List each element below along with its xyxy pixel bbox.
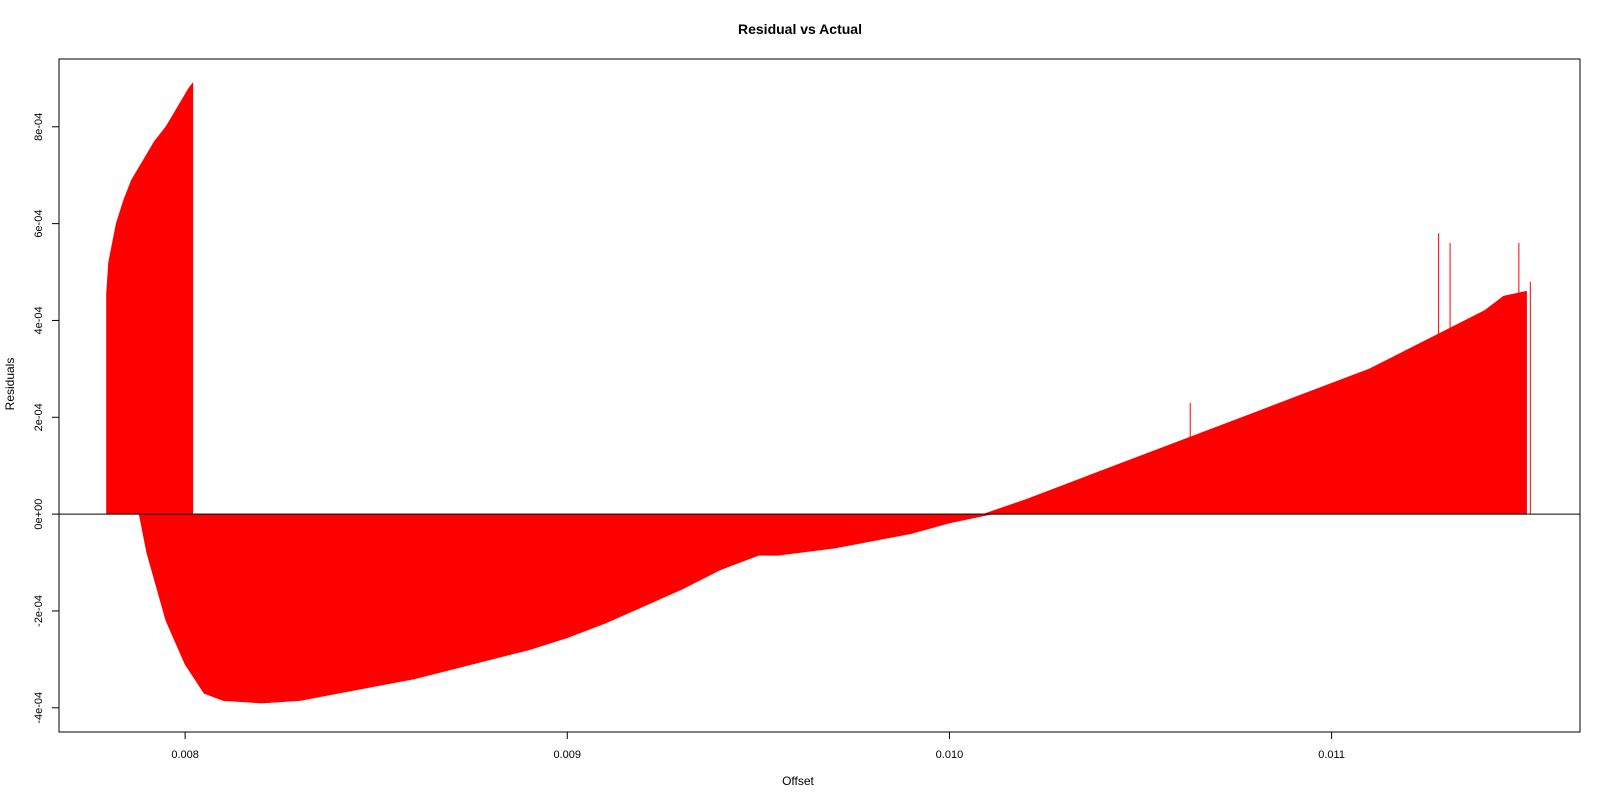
x-axis: 0.008 0.009 0.010 0.011 [171, 732, 1345, 761]
plot-frame [58, 58, 1581, 733]
y-axis-label: Residuals [3, 358, 17, 411]
x-tick-label-3: 0.011 [1318, 749, 1345, 761]
y-tick-label-2: 0e+00 [33, 499, 45, 530]
y-tick-label-5: 6e-04 [33, 210, 45, 238]
series-0-segment-0 [106, 82, 194, 515]
y-axis: -4e-04 -2e-04 0e+00 2e-04 4e-04 6e-04 8e-04 [33, 113, 59, 724]
x-tick-label-0: 0.008 [171, 749, 199, 761]
series-0-segment-1 [138, 513, 992, 704]
x-axis-label: Offset [782, 774, 814, 788]
y-tick-label-3: 2e-04 [33, 403, 45, 431]
y-tick-label-1: -2e-04 [33, 595, 45, 627]
y-tick-label-6: 8e-04 [33, 113, 45, 141]
y-tick-label-4: 4e-04 [33, 306, 45, 334]
series-0-segment-2 [983, 290, 1527, 515]
chart-title: Residual vs Actual [738, 21, 862, 37]
x-tick-label-2: 0.010 [936, 749, 964, 761]
y-tick-label-0: -4e-04 [33, 692, 45, 724]
series-layer [106, 82, 1531, 704]
x-tick-label-1: 0.009 [554, 749, 582, 761]
